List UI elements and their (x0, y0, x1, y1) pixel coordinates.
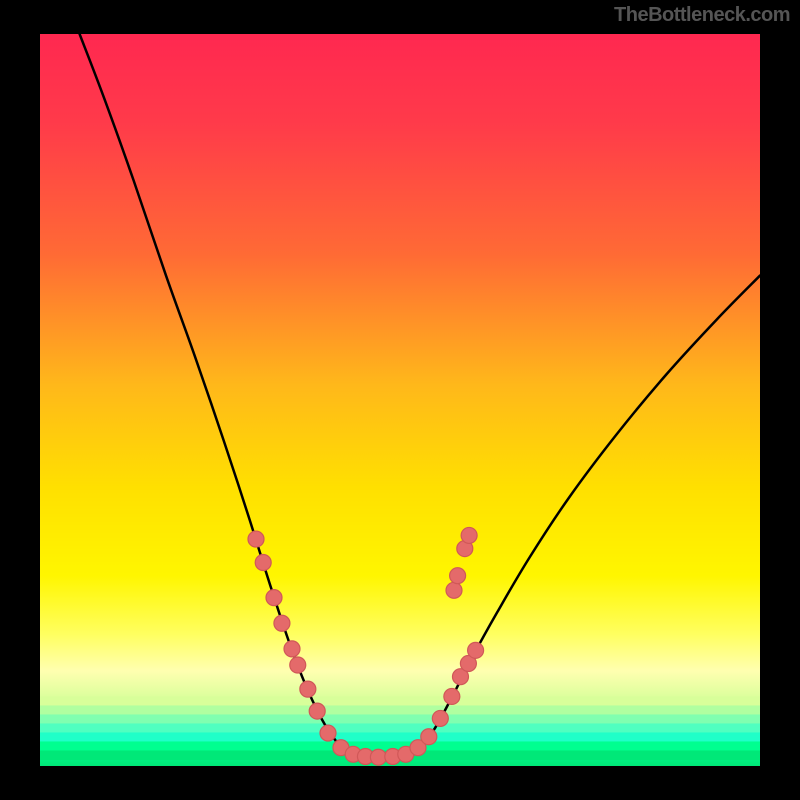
plot-area (40, 34, 760, 766)
gradient-background (40, 34, 760, 766)
watermark-text: TheBottleneck.com (614, 4, 790, 27)
